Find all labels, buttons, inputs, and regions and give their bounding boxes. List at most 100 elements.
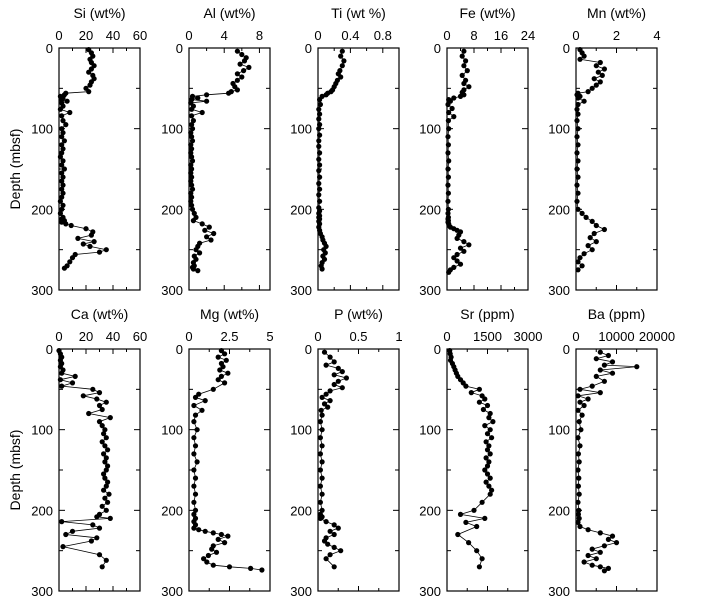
data-point xyxy=(482,423,488,429)
y-tick-label: 300 xyxy=(419,283,441,298)
y-tick-label: 300 xyxy=(548,283,570,298)
data-point xyxy=(597,564,603,570)
x-tick-label: 1 xyxy=(395,329,402,344)
data-point xyxy=(575,101,581,108)
data-point xyxy=(234,87,240,93)
data-point xyxy=(319,475,325,481)
data-point xyxy=(597,549,603,555)
data-point xyxy=(96,525,103,531)
data-point xyxy=(202,227,208,233)
data-point xyxy=(72,373,78,379)
data-point xyxy=(446,158,452,164)
data-point xyxy=(601,543,608,549)
y-tick-label: 100 xyxy=(161,423,183,438)
data-point xyxy=(585,396,591,402)
panel-title: Ba (ppm) xyxy=(588,306,646,322)
data-point xyxy=(189,154,195,160)
data-point xyxy=(464,68,470,74)
data-point xyxy=(593,556,599,562)
x-tick-label: 0 xyxy=(55,28,62,43)
x-tick-label: 0 xyxy=(443,28,450,43)
data-point xyxy=(222,351,228,357)
data-point xyxy=(471,507,477,513)
data-point xyxy=(327,388,333,394)
data-point xyxy=(59,126,65,132)
data-point xyxy=(575,407,581,413)
data-point xyxy=(99,423,105,429)
data-point xyxy=(217,367,223,373)
data-point xyxy=(86,410,92,417)
data-point xyxy=(589,218,595,224)
data-point xyxy=(218,531,224,538)
data-point xyxy=(220,364,226,370)
data-point xyxy=(75,235,81,241)
y-tick-label: 100 xyxy=(290,122,312,137)
data-point xyxy=(579,263,585,269)
data-point xyxy=(317,97,323,103)
data-point xyxy=(59,113,65,119)
data-point xyxy=(634,364,640,370)
data-point xyxy=(589,562,595,568)
data-point xyxy=(317,499,323,505)
data-point xyxy=(577,386,583,392)
data-point xyxy=(317,198,323,204)
data-point xyxy=(574,166,580,172)
data-point xyxy=(64,98,70,104)
data-point xyxy=(589,85,595,91)
data-point xyxy=(101,451,107,457)
data-point xyxy=(60,174,66,180)
data-point xyxy=(338,74,344,80)
data-point xyxy=(241,68,247,74)
data-point xyxy=(101,487,107,493)
panel-title: Mn (wt%) xyxy=(587,5,646,21)
data-point xyxy=(215,536,221,543)
panel-3: Fe (wt%) 0 8 16 24 0 100 200 300 xyxy=(419,5,535,298)
data-point xyxy=(188,162,194,168)
data-point xyxy=(90,522,96,528)
data-point xyxy=(204,92,210,98)
data-point xyxy=(191,210,197,216)
data-point xyxy=(479,556,485,562)
data-point xyxy=(474,548,480,554)
data-point xyxy=(476,564,482,570)
data-point xyxy=(103,507,109,513)
data-point xyxy=(105,447,111,453)
data-point xyxy=(597,59,603,66)
data-point xyxy=(331,544,337,551)
panel-title: Ti (wt %) xyxy=(331,5,386,21)
y-tick-label: 200 xyxy=(161,503,183,518)
data-point xyxy=(459,53,465,59)
data-point xyxy=(486,415,492,421)
data-point xyxy=(61,265,67,271)
data-point xyxy=(87,243,93,249)
data-point xyxy=(335,378,341,384)
data-point xyxy=(576,491,582,497)
y-axis-label: Depth (mbsf) xyxy=(7,430,23,511)
data-point xyxy=(192,491,199,497)
data-point xyxy=(94,396,100,402)
data-point xyxy=(454,258,460,264)
plot-frame xyxy=(575,47,658,291)
y-tick-label: 300 xyxy=(419,584,441,599)
data-point xyxy=(486,483,492,489)
data-point xyxy=(317,419,323,425)
data-point xyxy=(484,431,491,437)
data-point xyxy=(575,95,581,101)
data-point xyxy=(323,519,329,525)
data-point xyxy=(86,69,92,75)
data-point xyxy=(99,406,105,413)
y-tick-label: 200 xyxy=(548,503,570,518)
panel-title: Si (wt%) xyxy=(73,5,125,21)
data-point xyxy=(445,174,451,180)
data-point xyxy=(63,122,69,128)
data-point xyxy=(613,540,620,546)
data-point xyxy=(204,98,210,104)
data-point xyxy=(105,479,111,485)
data-point xyxy=(597,79,603,85)
data-point xyxy=(577,443,583,449)
data-point xyxy=(331,381,337,388)
data-point xyxy=(57,377,64,383)
data-point xyxy=(189,106,195,112)
data-point xyxy=(69,380,76,386)
